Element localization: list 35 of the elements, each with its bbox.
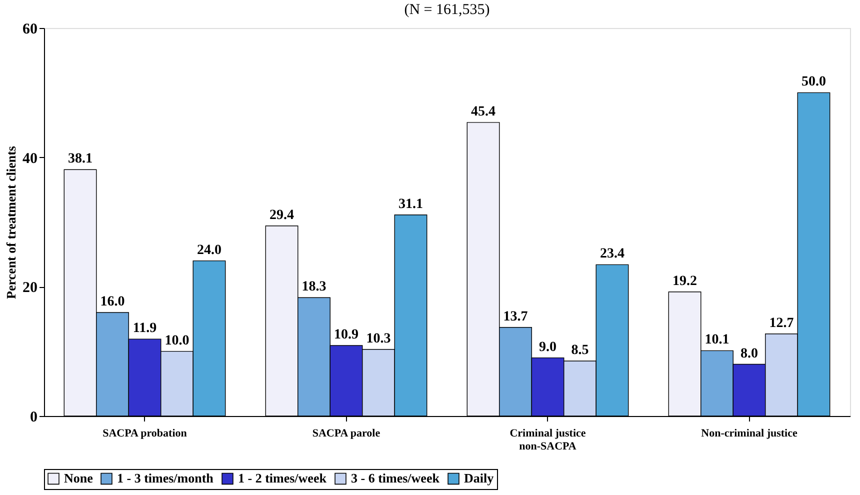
- data-label: 24.0: [196, 242, 222, 258]
- y-tick-label: 20: [22, 280, 38, 296]
- data-label: 12.7: [769, 316, 794, 331]
- data-label: 23.4: [600, 246, 624, 262]
- x-tick-label: SACPA parole: [312, 428, 380, 440]
- data-label: 45.4: [471, 104, 496, 120]
- x-tick-label: SACPA probation: [102, 428, 187, 440]
- y-tick-label: 60: [22, 22, 38, 38]
- legend-label: 1 - 2 times/week: [238, 470, 328, 486]
- y-tick-label: 40: [22, 150, 38, 167]
- data-label: 8.5: [571, 343, 589, 358]
- x-tick-label: Non-criminal justice: [701, 428, 798, 440]
- data-label: 10.3: [366, 331, 391, 346]
- legend-label: 3 - 6 times/week: [351, 470, 440, 486]
- legend-label: Daily: [464, 470, 494, 486]
- x-tick-label: Criminal justice non-SACPA: [510, 428, 586, 452]
- data-label: 29.4: [270, 208, 294, 223]
- data-label: 13.7: [503, 309, 528, 324]
- legend-label: None: [64, 470, 94, 486]
- chart-title: (N = 161,535): [404, 2, 490, 18]
- data-label: 9.0: [539, 340, 556, 355]
- data-label: 11.9: [132, 321, 157, 336]
- data-label: 38.1: [68, 152, 93, 167]
- data-label: 8.0: [740, 346, 758, 362]
- y-axis-title: Percent of treatment clients: [4, 146, 18, 299]
- data-label: 50.0: [801, 74, 826, 90]
- data-label: 19.2: [672, 274, 698, 289]
- y-tick-label: 0: [30, 410, 38, 426]
- data-label: 10.0: [164, 333, 190, 348]
- data-label: 16.0: [100, 294, 125, 310]
- data-label: 10.9: [334, 328, 358, 343]
- data-label: 31.1: [398, 196, 423, 212]
- legend-label: 1 - 3 times/month: [117, 470, 214, 486]
- data-label: 10.1: [704, 332, 730, 348]
- data-label: 18.3: [302, 280, 326, 295]
